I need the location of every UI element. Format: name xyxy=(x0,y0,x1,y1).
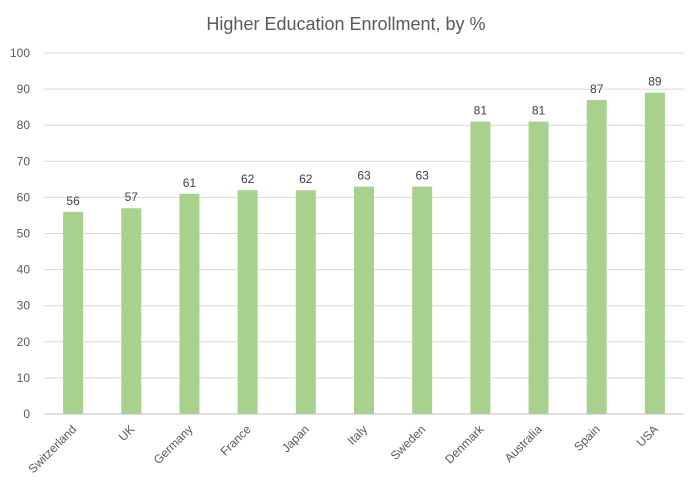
bar xyxy=(644,92,665,415)
y-tick-label: 100 xyxy=(10,46,30,60)
y-tick-label: 30 xyxy=(17,299,31,313)
bar xyxy=(63,211,84,414)
y-tick-label: 60 xyxy=(17,190,31,204)
y-tick-label: 40 xyxy=(17,263,31,277)
x-axis-categories: Switzerland UK Germany France Japan Italy Swed… xyxy=(25,422,661,476)
data-labels: 56 57 61 62 62 63 63 81 81 87 89 xyxy=(66,75,661,208)
bar xyxy=(528,121,549,414)
x-category-label: Switzerland xyxy=(25,422,79,476)
chart-title: Higher Education Enrollment, by % xyxy=(206,14,485,34)
y-tick-label: 10 xyxy=(17,371,31,385)
bar xyxy=(586,99,607,415)
bars xyxy=(63,92,665,415)
bar xyxy=(412,186,433,414)
y-tick-label: 0 xyxy=(23,407,30,421)
x-category-label: France xyxy=(217,422,254,459)
y-tick-label: 90 xyxy=(17,82,31,96)
data-label: 61 xyxy=(183,176,197,190)
data-label: 87 xyxy=(590,82,604,96)
y-axis-ticks: 0 10 20 30 40 50 60 70 80 90 100 xyxy=(10,46,30,421)
bar xyxy=(121,208,142,414)
data-label: 81 xyxy=(474,104,488,118)
y-tick-label: 50 xyxy=(17,227,31,241)
data-label: 56 xyxy=(66,194,80,208)
x-category-label: Sweden xyxy=(388,422,429,463)
data-label: 63 xyxy=(357,169,371,183)
x-category-label: Japan xyxy=(279,422,312,455)
bar xyxy=(295,190,316,414)
x-category-label: Spain xyxy=(571,422,603,454)
bar xyxy=(354,186,374,414)
x-category-label: Denmark xyxy=(442,422,487,467)
data-label: 62 xyxy=(299,172,313,186)
data-label: 62 xyxy=(241,172,255,186)
bar xyxy=(237,190,258,414)
data-label: 81 xyxy=(532,104,546,118)
y-tick-label: 70 xyxy=(17,154,31,168)
y-tick-label: 80 xyxy=(17,118,31,132)
data-label: 89 xyxy=(648,75,662,89)
x-category-label: Australia xyxy=(502,422,545,465)
bar xyxy=(179,193,200,414)
x-category-label: Italy xyxy=(345,422,370,447)
y-tick-label: 20 xyxy=(17,335,31,349)
data-label: 57 xyxy=(125,190,139,204)
x-category-label: Germany xyxy=(151,422,196,467)
data-label: 63 xyxy=(416,169,430,183)
x-category-label: USA xyxy=(634,422,661,449)
bar xyxy=(470,121,491,414)
x-category-label: UK xyxy=(116,422,138,444)
